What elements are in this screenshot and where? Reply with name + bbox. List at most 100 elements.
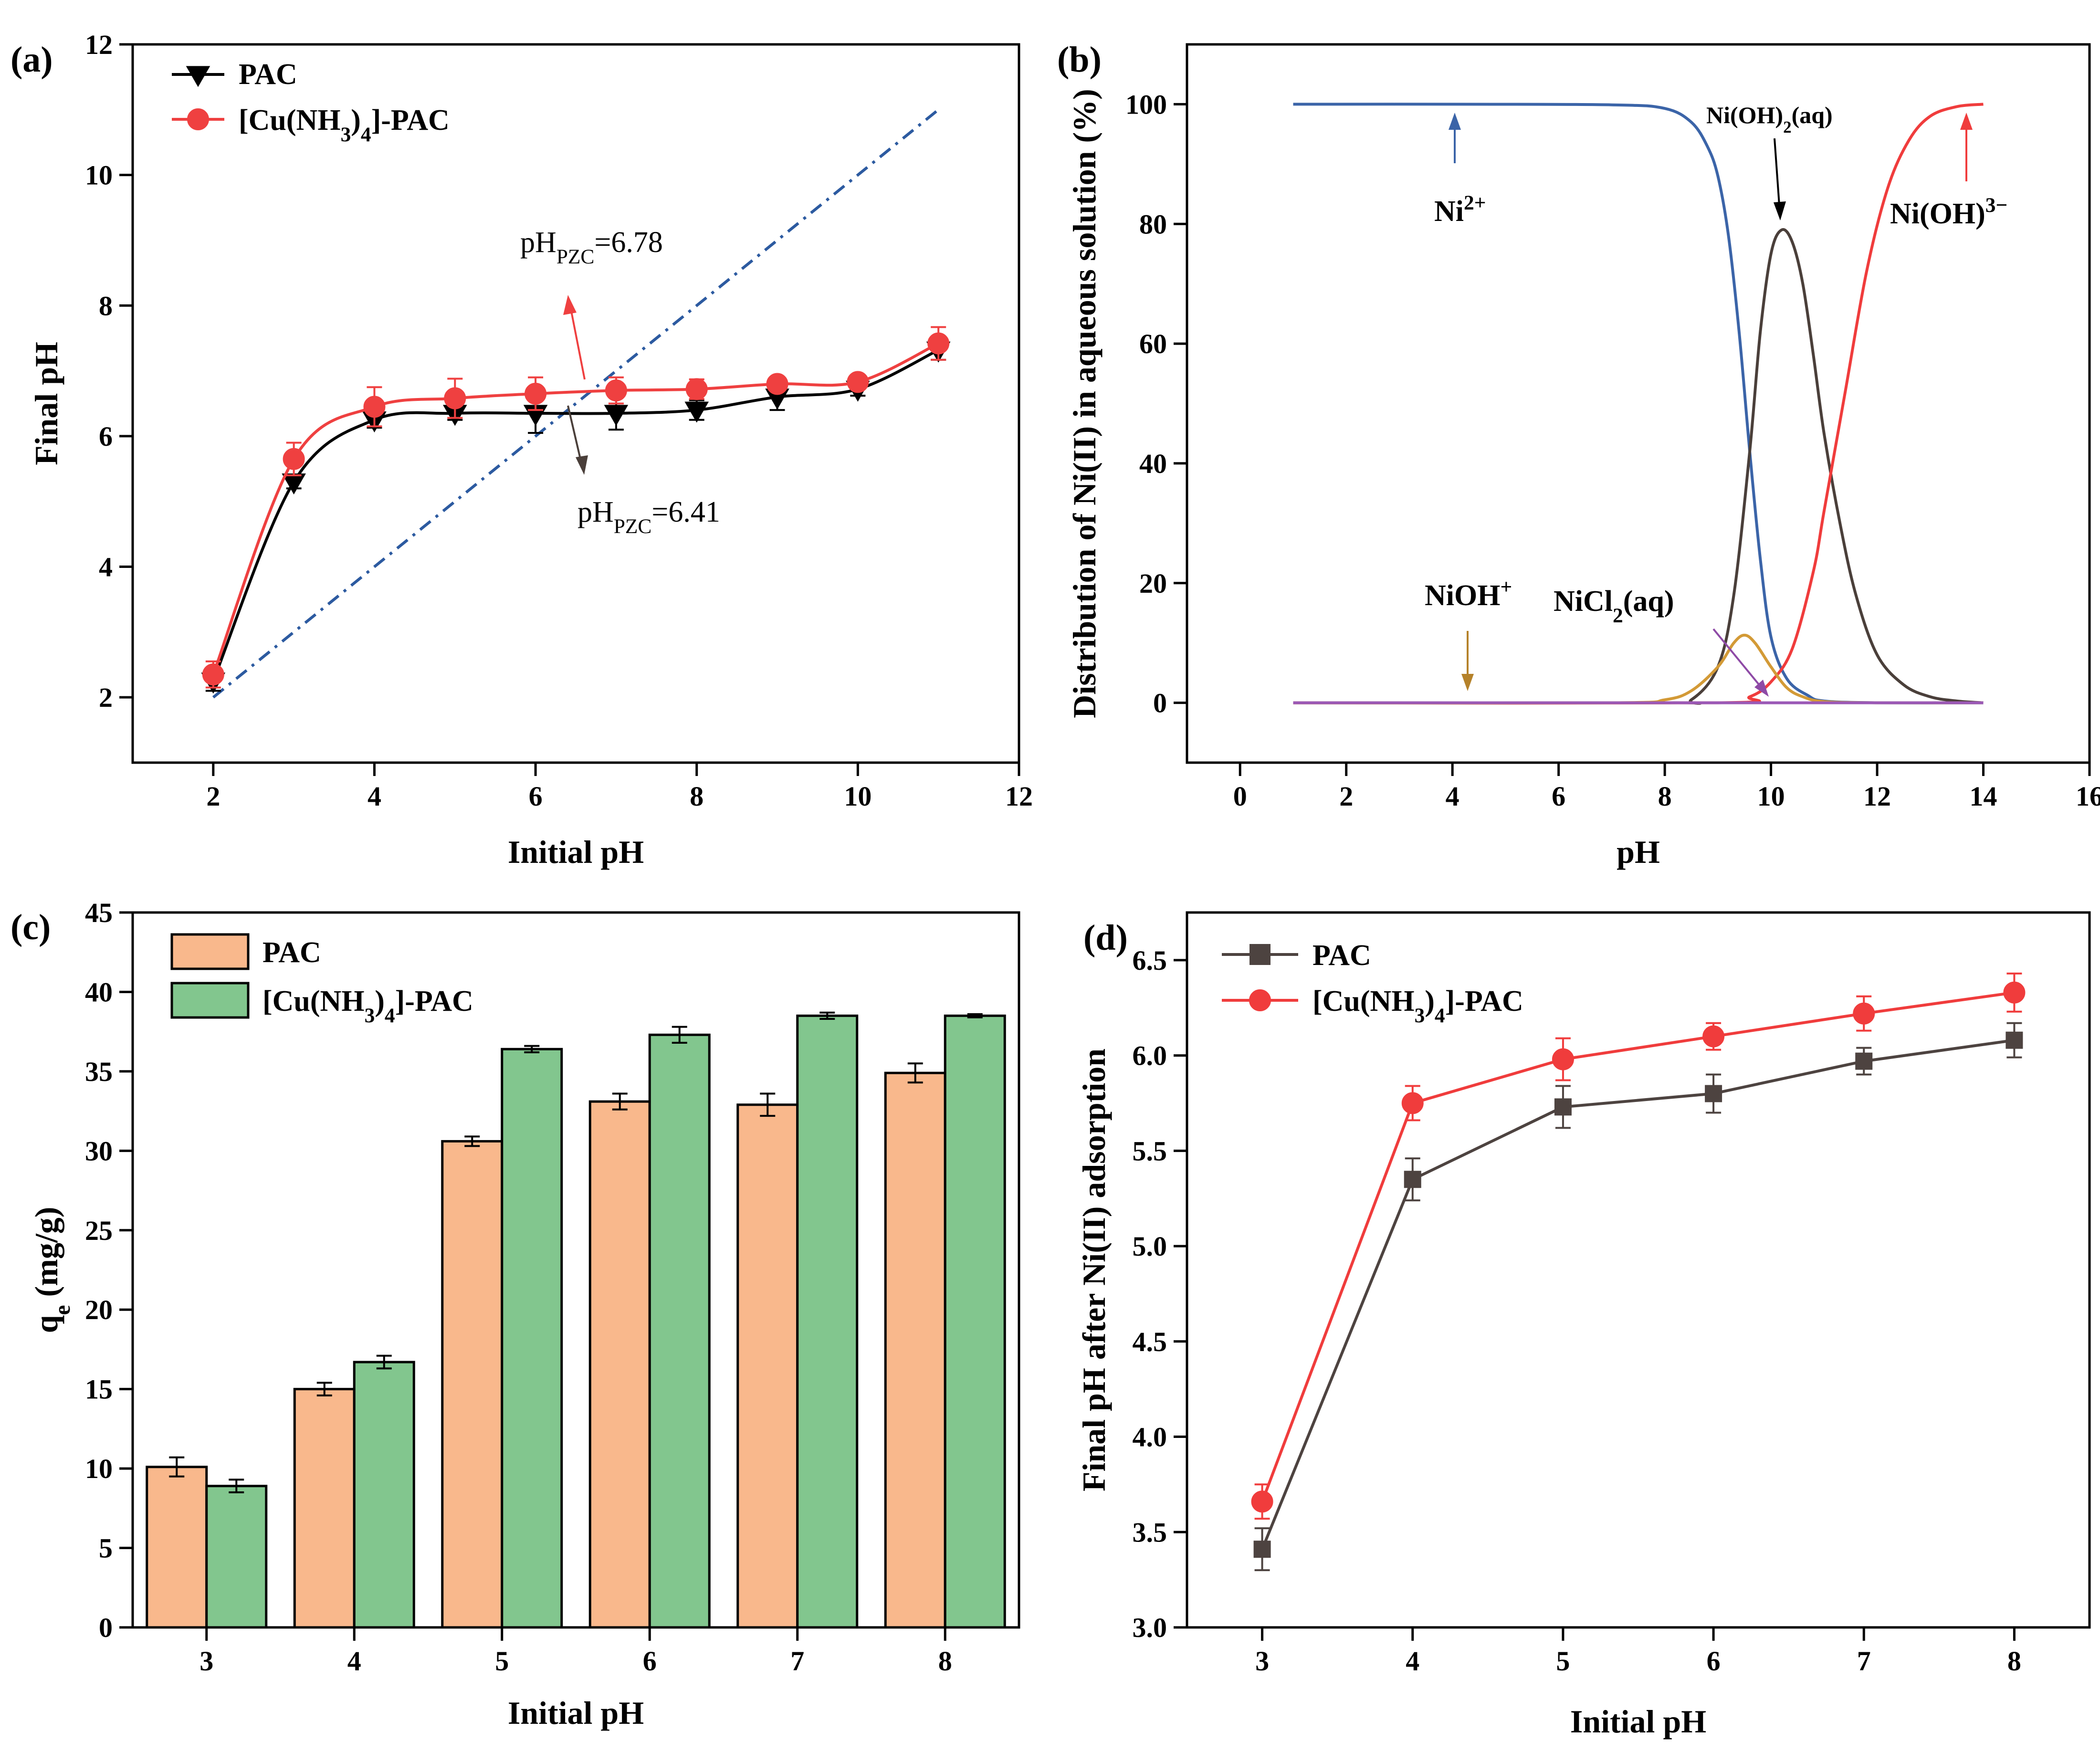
bar [501,1048,563,1629]
y-tick-label: 80 [1139,209,1167,240]
y-axis-title-tail: (mg/g) [28,1207,64,1305]
arrowhead-nioh3 [1960,113,1973,130]
data-point [685,378,708,400]
y-tick-label: 45 [85,897,113,928]
y-axis-title: Final pH after Ni(II) adsorption [1076,1049,1112,1491]
y-tick-label: 4.5 [1133,1326,1167,1357]
label-nioh: NiOH+ [1425,576,1512,612]
reference-line [212,108,940,699]
y-tick-label: 30 [85,1135,113,1166]
legend-label-part: ) [351,104,361,136]
nicl2-tail: (aq) [1623,585,1674,618]
series-line-0 [1260,1038,2015,1550]
y-tick-label: 60 [1139,328,1167,359]
x-tick-label: 8 [2007,1646,2021,1677]
legend-label-part: [Cu(NH [239,104,341,136]
panel-d: 3 4 5 6 7 83.03.54.04.55.05.56.06.5(d)Initial… [1076,911,2091,1740]
x-tick-label: 6 [529,781,543,812]
y-tick-label: 12 [85,29,113,60]
y-tick-label: 8 [99,290,113,321]
series-line-0 [212,348,939,682]
bar [736,1103,799,1629]
y-tick-label: 25 [85,1215,113,1246]
legend-label-part: ]-PAC [371,104,450,136]
data-point [766,373,788,395]
label-nioh3: Ni(OH)3− [1890,194,2007,230]
bar [353,1361,415,1629]
legend-label-sub: 3 [1415,1004,1425,1027]
legend-marker [187,108,209,130]
x-axis-title: pH [1617,834,1660,870]
ni2-base: Ni [1434,195,1464,228]
data-point [1251,1490,1273,1513]
x-tick-label: 3 [1255,1646,1269,1677]
data-point [605,379,627,402]
legend-label-sub: 4 [385,1004,395,1027]
arrowhead-nioh [1461,674,1474,691]
bar [944,1014,1006,1629]
y-tick-label: 35 [85,1056,113,1087]
panel-label-b: (b) [1057,40,1102,80]
x-axis-title: Initial pH [508,1695,644,1731]
x-tick-label: 8 [938,1646,952,1677]
legend-label-sub: 3 [365,1004,375,1027]
pzc-pac-tail: =6.41 [651,496,720,528]
pzc-cu-sub: PZC [556,245,595,268]
legend-label: PAC [239,58,297,91]
data-point [363,396,386,418]
bar [146,1466,208,1629]
x-tick-label: 4 [347,1646,361,1677]
nioh2-tail: (aq) [1792,102,1833,128]
y-tick-label: 0 [99,1612,113,1643]
panel-label-c: (c) [10,907,51,947]
x-tick-label: 6 [643,1646,657,1677]
legend-label: PAC [1312,939,1371,972]
label-nicl2: NiCl2(aq) [1554,585,1674,627]
legend-swatch [170,933,250,970]
data-point [1554,1098,1572,1116]
x-tick-label: 8 [1658,781,1672,812]
arrow-nicl2 [1712,628,1762,688]
y-tick-label: 20 [1139,568,1167,599]
x-tick-label: 10 [1757,781,1785,812]
pzc-pac-sub: PZC [614,515,652,538]
x-axis-title: Initial pH [1570,1703,1706,1740]
y-tick-label: 3.5 [1133,1517,1167,1548]
x-tick-label: 6 [1552,781,1565,812]
legend-marker [186,66,210,87]
pzc-cu-tail: =6.78 [594,226,662,259]
nicl2-base: NiCl [1554,585,1613,618]
pzc-arrow-cu [569,306,586,380]
y-tick-label: 15 [85,1374,113,1405]
data-point [1401,1092,1424,1114]
x-tick-label: 7 [1857,1646,1871,1677]
legend-label-part: [Cu(NH [1312,985,1415,1017]
arrowhead-nioh2 [1774,201,1786,220]
data-point [2003,981,2026,1004]
data-point [1404,1171,1421,1188]
panel-label-d: (d) [1083,918,1128,958]
legend-label: [Cu(NH3)4]-PAC[Cu(NH3)4]-PAC [262,985,473,1027]
y-tick-label: 4 [99,552,113,583]
legend-label-sub: 3 [341,123,351,146]
legend-label-part: ) [1425,985,1435,1017]
bar [648,1033,711,1629]
bar [205,1485,268,1629]
data-point [1705,1085,1722,1102]
plot-frame [131,911,1020,1629]
x-tick-label: 7 [790,1646,804,1677]
x-tick-label: 2 [206,781,220,812]
legend-marker [1249,989,1271,1011]
y-tick-label: 100 [1125,89,1167,120]
bar [441,1140,504,1629]
data-point [1855,1052,1873,1070]
y-tick-label: 6 [99,421,113,452]
legend-label: [Cu(NH3)4]-PAC[Cu(NH3)4]-PAC [239,104,450,146]
y-axis-title: Final pH [28,342,64,465]
legend-label: [Cu(NH3)4]-PAC[Cu(NH3)4]-PAC [1312,985,1523,1027]
bar [588,1100,651,1629]
plot-frame [1186,911,2091,1629]
nioh2-sub: 2 [1783,118,1792,136]
pzc-arrowhead-pac [576,455,588,475]
data-point [282,473,306,495]
